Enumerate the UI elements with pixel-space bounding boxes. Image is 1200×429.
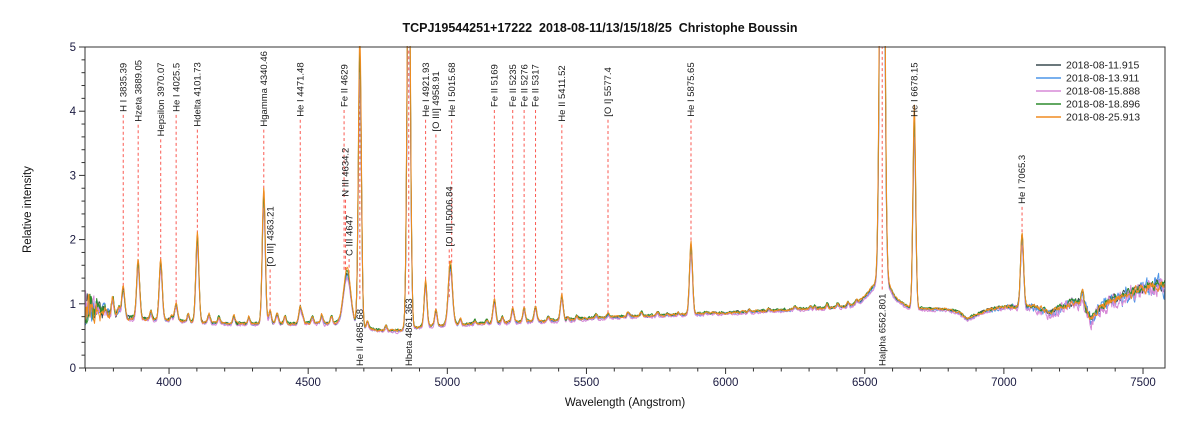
spectral-line-label: He II 4685.68 — [355, 309, 366, 366]
x-tick-label: 4000 — [156, 377, 182, 389]
x-tick-label: 7000 — [991, 377, 1017, 389]
spectral-line-label: He I 4025.5 — [171, 63, 182, 112]
y-tick-label: 0 — [70, 363, 76, 375]
y-tick-label: 2 — [70, 235, 76, 247]
x-tick-label: 4500 — [295, 377, 321, 389]
spectral-line-label: C III 4647 — [344, 215, 355, 256]
legend-label: 2018-08-15.888 — [1066, 86, 1140, 98]
spectral-line-label: Fe II 5276 — [519, 64, 530, 107]
spectral-line-label: Hepsilon 3970.07 — [156, 62, 167, 136]
axes — [79, 46, 1166, 374]
line-annotation-labels: H I 3835.39 Hzeta 3889.05 Hepsilon 3970.07… — [118, 51, 1028, 366]
series-2018-08-15.888 — [85, 46, 1165, 335]
legend-label: 2018-08-25.913 — [1066, 112, 1140, 124]
spectral-line-label: He I 4921.93 — [421, 62, 432, 116]
x-axis-label: Wavelength (Angstrom) — [564, 397, 686, 409]
series-2018-08-18.896 — [85, 46, 1165, 332]
spectral-line-label: He I 5875.65 — [686, 62, 697, 116]
x-tick-label: 7500 — [1130, 377, 1156, 389]
plot-area — [85, 46, 1165, 335]
page-title: TCPJ19544251+17222 2018-08-11/13/15/18/2… — [402, 21, 798, 35]
spectral-line-label: [O I] 5577.4 — [603, 67, 614, 117]
series-2018-08-11.915 — [85, 46, 1165, 333]
spectral-line-label: [O III] 4363.21 — [265, 206, 276, 266]
y-tick-label: 3 — [70, 170, 76, 182]
spectral-line-label: Hzeta 3889.05 — [133, 60, 144, 122]
legend-item: 2018-08-25.913 — [1036, 112, 1140, 124]
y-tick-label: 1 — [70, 299, 76, 311]
legend-item: 2018-08-13.911 — [1036, 73, 1140, 85]
spectral-line-label: He I 7065.3 — [1017, 155, 1028, 204]
x-tick-label: 5500 — [574, 377, 600, 389]
spectral-line-label: Fe II 5235 — [508, 64, 519, 107]
tick-labels: 4000 4500 5000 5500 6000 6500 7000 7500 0 1 2 3 4 5 — [70, 42, 1156, 389]
spectral-line-label: Fe II 5169 — [490, 64, 501, 107]
x-tick-label: 6000 — [713, 377, 739, 389]
x-tick-label: 5000 — [435, 377, 461, 389]
legend-label: 2018-08-11.915 — [1066, 60, 1140, 72]
line-annotations — [122, 47, 1023, 314]
spectral-line-label: Fe II 4629 — [339, 64, 350, 107]
spectral-line-label: H I 3835.39 — [118, 63, 129, 112]
spectral-line-label: Hbeta 4861.363 — [404, 298, 415, 366]
x-tick-label: 6500 — [852, 377, 878, 389]
spectral-line-label: He I 4471.48 — [295, 62, 306, 116]
legend-item: 2018-08-18.896 — [1036, 99, 1140, 111]
series-2018-08-25.913 — [85, 46, 1165, 332]
spectral-line-label: [O III] 4958.91 — [431, 71, 442, 131]
y-tick-label: 4 — [70, 106, 77, 118]
spectral-line-label: Fe II 5317 — [531, 64, 542, 107]
y-axis-label: Relative intensity — [22, 166, 34, 253]
legend: 2018-08-11.9152018-08-13.9112018-08-15.8… — [1036, 60, 1140, 124]
spectral-line-label: He I 6678.15 — [910, 62, 921, 116]
spectral-line-label: Halpha 6562.801 — [877, 294, 888, 366]
spectral-line-label: N III 4634.2 — [341, 148, 352, 197]
y-tick-label: 5 — [70, 42, 76, 54]
legend-label: 2018-08-18.896 — [1066, 99, 1140, 111]
spectral-line-label: Hgamma 4340.46 — [259, 51, 270, 127]
spectral-line-label: He II 5411.52 — [557, 65, 568, 121]
legend-item: 2018-08-11.915 — [1036, 60, 1140, 72]
legend-label: 2018-08-13.911 — [1066, 73, 1140, 85]
spectral-line-label: He I 5015.68 — [447, 62, 458, 116]
legend-item: 2018-08-15.888 — [1036, 86, 1140, 98]
spectral-line-label: [O III] 5006.84 — [444, 186, 455, 246]
series-2018-08-13.911 — [85, 46, 1165, 334]
spectral-line-label: Hdelta 4101.73 — [193, 62, 204, 126]
